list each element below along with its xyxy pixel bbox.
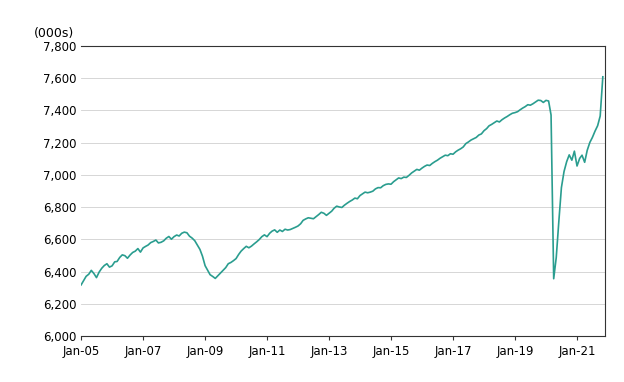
Text: (000s): (000s) [34, 27, 74, 40]
